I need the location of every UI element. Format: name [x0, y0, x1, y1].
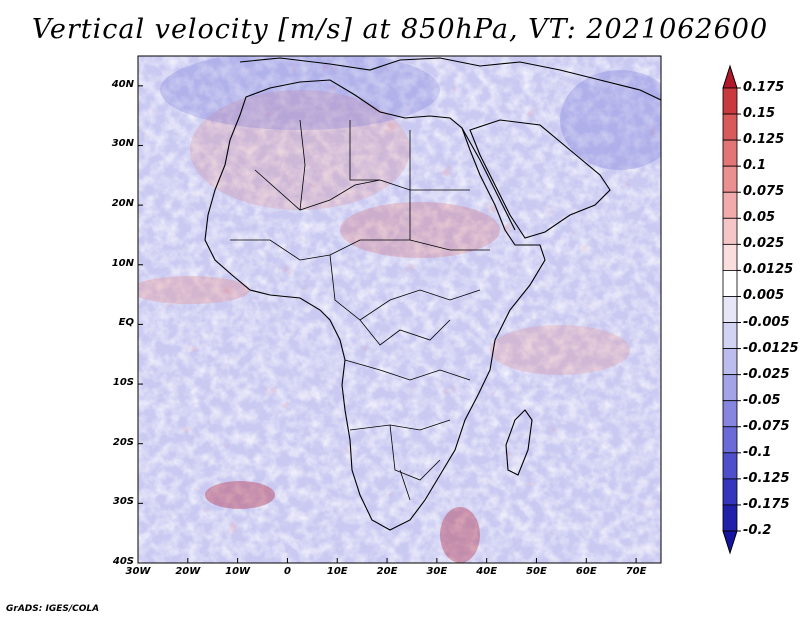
colorbar-label: -0.175: [743, 496, 790, 512]
colorbar-segment: [722, 348, 738, 376]
colorbar-segment: [722, 426, 738, 454]
colorbar-segment: [722, 113, 738, 141]
colorbar-label: 0.075: [743, 184, 785, 200]
colorbar-segment: [722, 217, 738, 245]
x-tick-label: 30E: [426, 566, 448, 577]
x-tick-label: 10E: [326, 566, 348, 577]
colorbar-segment: [722, 374, 738, 402]
y-tick-label: 10N: [111, 257, 134, 269]
colorbar-top-arrow: [722, 64, 738, 89]
colorbar-segment: [722, 400, 738, 428]
y-tick-label: 40N: [111, 78, 134, 90]
y-tick-label: EQ: [118, 317, 134, 329]
x-tick-label: 50E: [526, 566, 547, 577]
colorbar-label: -0.005: [743, 314, 790, 330]
x-tick-label: 30W: [125, 566, 151, 577]
y-tick-label: 30N: [111, 138, 134, 150]
country-borders: [230, 119, 490, 501]
x-tick-label: 20W: [175, 566, 201, 577]
colorbar-label: 0.05: [743, 210, 776, 226]
colorbar-label: 0.005: [743, 288, 785, 304]
europe-coastline: [239, 57, 661, 101]
colorbar-segment: [722, 478, 738, 506]
colorbar-label: -0.125: [743, 470, 790, 486]
x-tick-label: 70E: [625, 566, 647, 577]
y-tick-label: 40S: [112, 556, 134, 567]
y-tick-label: 20S: [112, 436, 134, 448]
x-tick-label: 20E: [376, 566, 398, 577]
colorbar-label: 0.025: [743, 236, 785, 252]
y-tick-label: 20N: [111, 198, 134, 210]
x-tick-label: 60E: [575, 566, 597, 577]
colorbar-segment: [722, 165, 738, 193]
axis-ticks: [137, 85, 637, 564]
plot-frame: [137, 55, 662, 564]
colorbar-label: 0.175: [743, 80, 785, 95]
colorbar-segment: [722, 270, 738, 297]
colorbar-label: 0.125: [743, 132, 785, 148]
colorbar-segment: [722, 191, 738, 219]
y-tick-label: 30S: [112, 496, 134, 508]
colorbar-label: -0.05: [743, 392, 781, 408]
x-tick-label: 0: [283, 566, 291, 577]
y-tick-label: 10S: [112, 377, 134, 389]
map-title: Vertical velocity [m/s] at 850hPa, VT: 2…: [31, 14, 769, 45]
footer-credit: GrADS: IGES/COLA: [6, 604, 100, 614]
coastlines: [204, 57, 661, 531]
colorbar-label: 0.0125: [743, 262, 794, 278]
colorbar-segment: [722, 504, 738, 532]
colorbar-segment: [722, 87, 738, 115]
colorbar-label: -0.075: [743, 418, 790, 434]
x-tick-label: 10W: [225, 566, 251, 577]
colorbar-label: 0.1: [743, 158, 767, 174]
colorbar: [722, 64, 741, 555]
africa-coastline: [204, 79, 546, 531]
colorbar-bottom-arrow: [722, 530, 738, 555]
colorbar-label: -0.0125: [743, 340, 799, 356]
colorbar-label: -0.025: [743, 366, 790, 382]
colorbar-segment: [722, 296, 738, 323]
red-sea: [461, 127, 516, 231]
colorbar-segment: [722, 139, 738, 167]
colorbar-segment: [722, 322, 738, 349]
colorbar-label: -0.2: [743, 523, 772, 538]
x-tick-label: 40E: [476, 566, 498, 577]
arabia-coastline: [469, 119, 611, 239]
colorbar-label: 0.15: [743, 106, 776, 122]
colorbar-segment: [722, 243, 738, 271]
madagascar-coastline: [505, 409, 533, 476]
colorbar-segment: [722, 452, 738, 480]
colorbar-label: -0.1: [743, 444, 772, 460]
